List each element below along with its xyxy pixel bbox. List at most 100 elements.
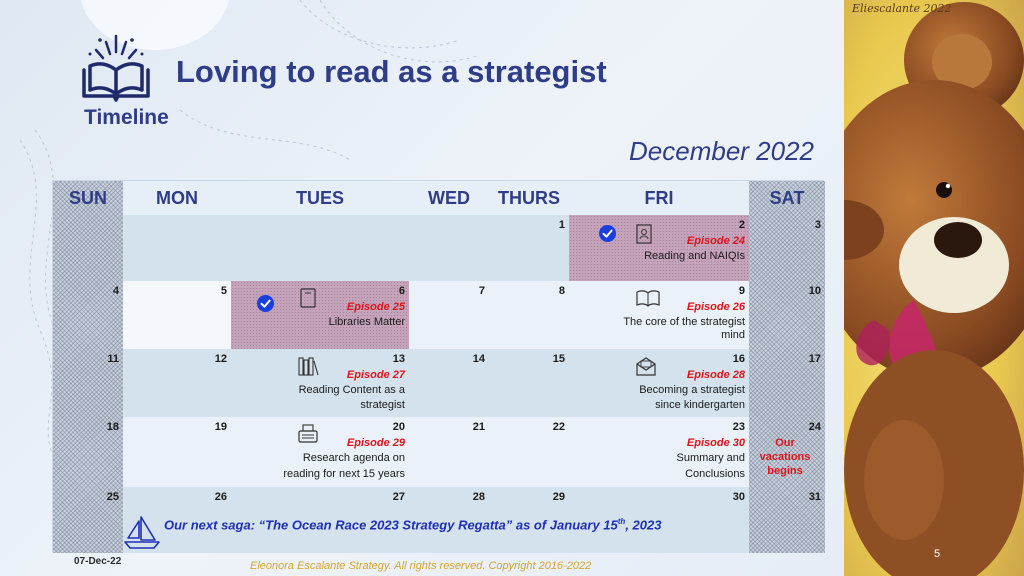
day-number: 10 [808, 285, 821, 297]
day-cell-6[interactable]: 6 Episode 25 Libraries Matter [231, 281, 409, 349]
week-row [123, 349, 749, 417]
episode-label: Episode 27 [346, 369, 405, 381]
page-subtitle: Timeline [84, 106, 169, 129]
day-cell-30[interactable]: 30 [569, 487, 749, 553]
day-number: 17 [808, 353, 821, 365]
day-cell-15[interactable]: 15 [489, 349, 569, 417]
week-row [123, 417, 749, 487]
episode-description: mind [721, 329, 745, 341]
day-number: 12 [214, 353, 227, 365]
day-cell-4[interactable]: 4 [53, 281, 123, 349]
document-icon [636, 224, 652, 244]
day-cell-19[interactable]: 19 [123, 417, 231, 487]
day-number: 29 [552, 491, 565, 503]
day-cell-16[interactable]: 16 Episode 28 Becoming a strategist sinc… [569, 349, 749, 417]
day-number: 30 [732, 491, 745, 503]
calendar-grid: SUN MON TUES WED THURS FRI SAT 1 2 Episo… [52, 180, 825, 553]
day-cell-14[interactable]: 14 [409, 349, 489, 417]
day-number: 16 [732, 353, 745, 365]
vacation-note: begins [767, 465, 803, 477]
day-header-thurs: THURS [498, 188, 560, 208]
episode-description: Conclusions [685, 468, 745, 480]
footer-date: 07-Dec-22 [74, 556, 122, 567]
day-cell-12[interactable]: 12 [123, 349, 231, 417]
vacation-note: Our [775, 437, 795, 449]
day-cell-27[interactable]: 27 [231, 487, 409, 553]
day-cell-28[interactable]: 28 [409, 487, 489, 553]
day-cell-26[interactable]: 26 [123, 487, 231, 553]
day-header-tues: TUES [295, 188, 344, 208]
day-number: 7 [478, 285, 485, 297]
next-saga-banner: Our next saga: “The Ocean Race 2023 Stra… [164, 517, 662, 533]
day-number: 31 [808, 491, 821, 503]
day-cell-31[interactable]: 31 [749, 487, 825, 553]
episode-description: Summary and [676, 452, 745, 464]
sailboat-icon [124, 516, 160, 549]
day-cell-11[interactable]: 11 [53, 349, 123, 417]
day-number: 4 [112, 285, 119, 297]
page-title: Loving to read as a strategist [176, 54, 607, 89]
day-cell-13[interactable]: 13 Episode 27 Reading Content as a strat… [231, 349, 409, 417]
day-cell-17[interactable]: 17 [749, 349, 825, 417]
book-icon [300, 288, 316, 308]
day-number: 28 [472, 491, 485, 503]
day-number: 26 [214, 491, 227, 503]
day-cell-21[interactable]: 21 [409, 417, 489, 487]
day-cell-23[interactable]: 23 Episode 30 Summary and Conclusions [569, 417, 749, 487]
day-cell-5[interactable]: 5 [123, 281, 231, 349]
day-cell-10[interactable]: 10 [749, 281, 825, 349]
day-number: 3 [814, 219, 821, 231]
open-book-icon [82, 34, 150, 102]
day-header-mon: MON [156, 188, 198, 208]
episode-description: Becoming a strategist [639, 384, 745, 396]
week-row [123, 487, 749, 553]
teddy-bear-painting [844, 0, 1024, 576]
episode-description: strategist [360, 399, 405, 411]
day-cell-29[interactable]: 29 [489, 487, 569, 553]
check-icon [257, 295, 274, 312]
day-number: 1 [558, 219, 565, 231]
day-number: 20 [392, 421, 405, 433]
day-cell-25[interactable]: 25 [53, 487, 123, 553]
day-header-fri: FRI [644, 188, 674, 208]
day-header-sun: SUN [68, 188, 107, 208]
day-number: 19 [214, 421, 227, 433]
envelope-icon [636, 357, 656, 376]
day-number: 6 [398, 285, 405, 297]
day-cell-1[interactable]: 1 [489, 215, 569, 281]
day-number: 15 [552, 353, 565, 365]
day-number: 18 [106, 421, 119, 433]
day-number: 9 [738, 285, 745, 297]
day-number: 8 [558, 285, 565, 297]
episode-description: reading for next 15 years [283, 468, 405, 480]
day-cell-22[interactable]: 22 [489, 417, 569, 487]
day-cell-20[interactable]: 20 Episode 29 Research agenda on reading… [231, 417, 409, 487]
day-cell-9[interactable]: 9 Episode 26 The core of the strategist … [569, 281, 749, 349]
day-number: 14 [472, 353, 485, 365]
episode-label: Episode 28 [686, 369, 745, 381]
day-number: 24 [808, 421, 821, 433]
day-cell-24[interactable]: 24 Our vacations begins [749, 417, 825, 487]
episode-label: Episode 24 [686, 235, 745, 247]
day-cell-3[interactable]: 3 [749, 215, 825, 281]
day-cell-8[interactable]: 8 [489, 281, 569, 349]
day-number: 2 [738, 219, 745, 231]
day-cell-2[interactable]: 2 Episode 24 Reading and NAIQIs [569, 215, 749, 281]
day-number: 13 [392, 353, 405, 365]
day-number: 22 [552, 421, 565, 433]
day-cell-18[interactable]: 18 [53, 417, 123, 487]
day-number: 11 [107, 353, 119, 365]
check-icon [599, 225, 616, 242]
episode-label: Episode 30 [686, 437, 745, 449]
episode-description: Libraries Matter [328, 316, 405, 328]
episode-description: The core of the strategist [623, 316, 745, 328]
episode-description: since kindergarten [655, 399, 745, 411]
month-label: December 2022 [629, 136, 814, 166]
typewriter-icon [298, 424, 318, 443]
day-header-sat: SAT [769, 188, 805, 208]
open-book-small-icon [636, 290, 660, 307]
saturday-column [749, 181, 825, 553]
day-number: 21 [472, 421, 485, 433]
day-header-wed: WED [428, 188, 470, 208]
day-cell-7[interactable]: 7 [409, 281, 489, 349]
